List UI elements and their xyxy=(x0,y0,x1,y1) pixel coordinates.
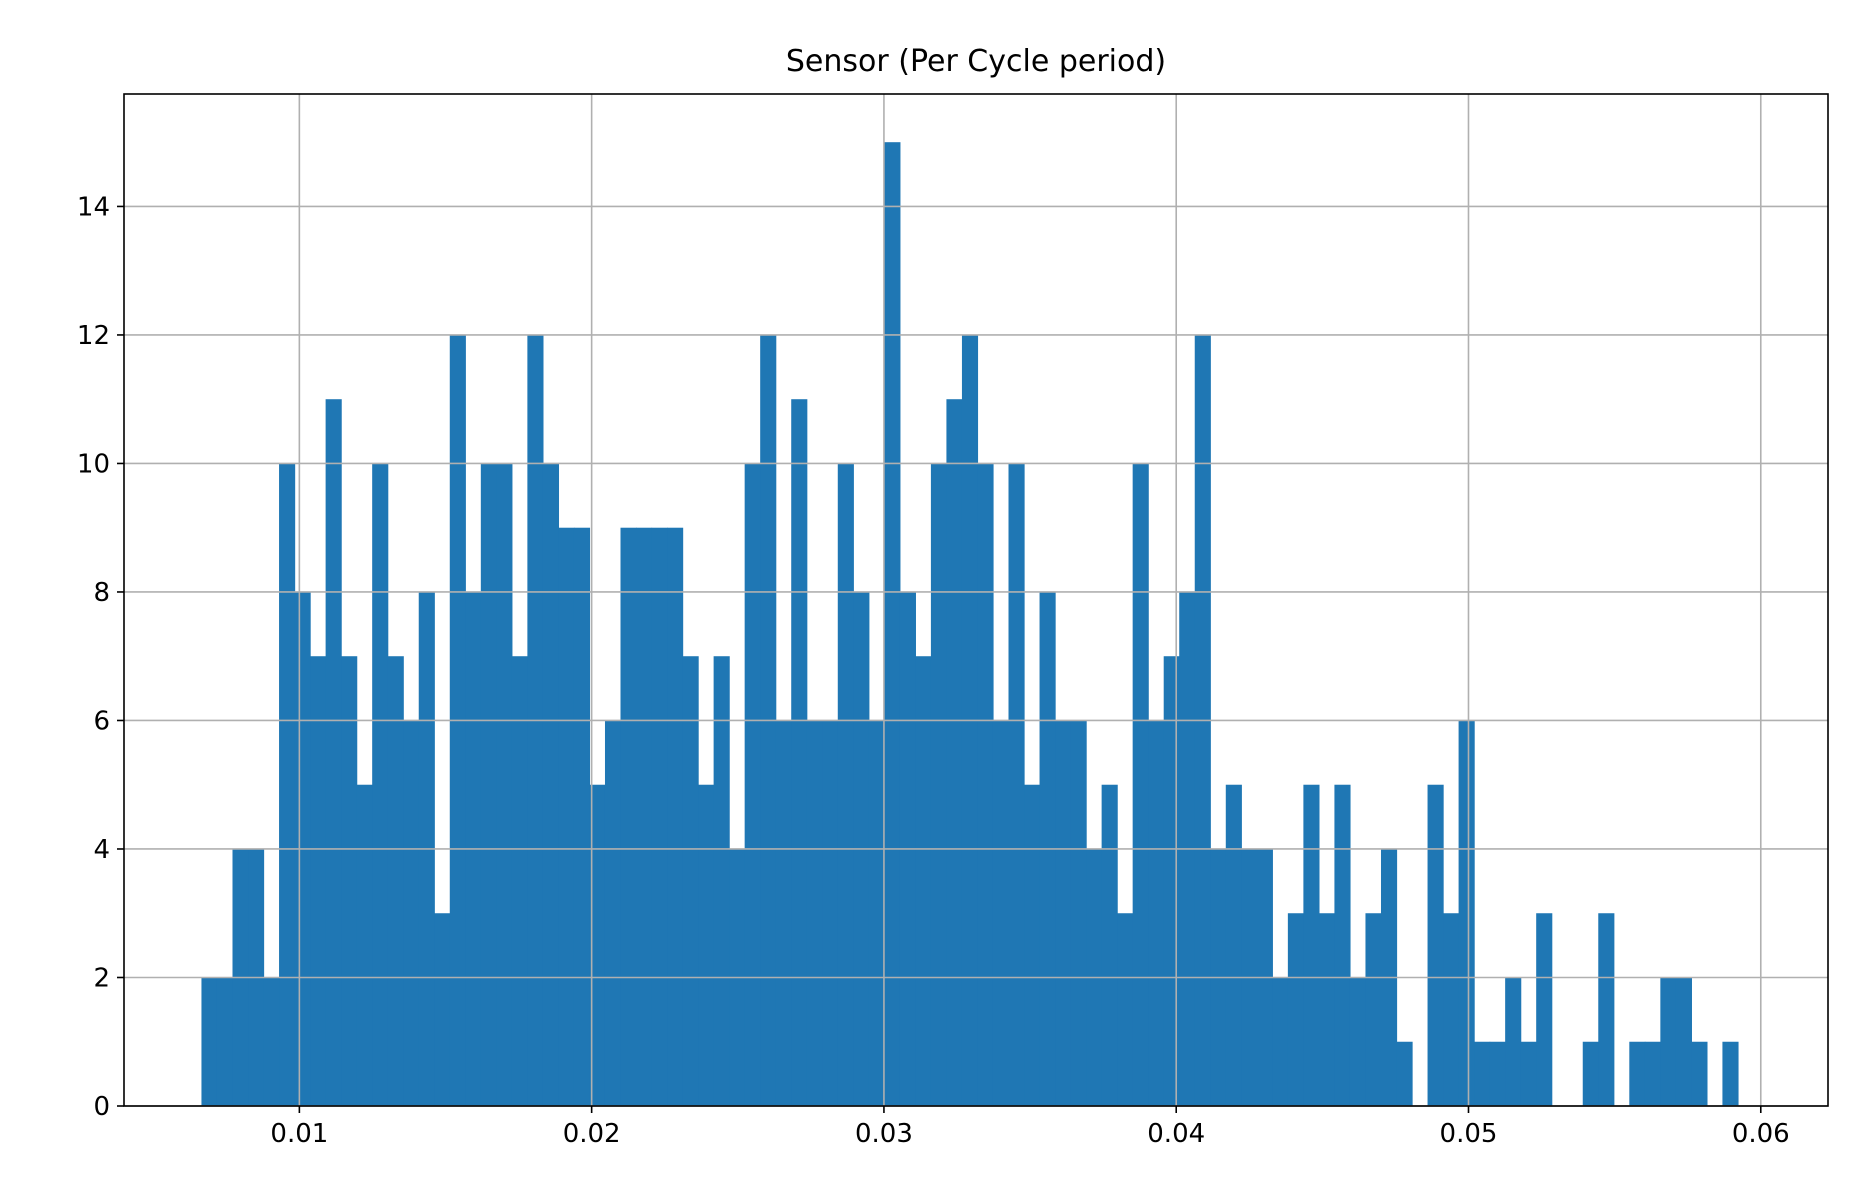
histogram-bar xyxy=(216,977,234,1106)
histogram-bar xyxy=(1427,784,1444,1106)
histogram-bar xyxy=(1629,1041,1646,1106)
histogram-bar xyxy=(1443,913,1460,1106)
histogram-bar xyxy=(279,463,296,1106)
histogram-bar xyxy=(1722,1041,1739,1106)
x-tick-label: 0.01 xyxy=(270,1119,328,1149)
histogram-bar xyxy=(1303,784,1320,1106)
histogram-bar xyxy=(310,656,327,1106)
histogram-bar xyxy=(1520,1041,1537,1106)
histogram-bar xyxy=(651,527,668,1106)
y-tick-label: 8 xyxy=(93,578,110,608)
histogram-bar xyxy=(1691,1041,1708,1106)
x-tick-label: 0.03 xyxy=(855,1119,913,1149)
histogram-bar xyxy=(201,977,218,1106)
histogram-bar xyxy=(1365,913,1382,1106)
histogram-bar xyxy=(589,784,606,1106)
histogram-bar xyxy=(667,527,684,1106)
histogram-bar xyxy=(325,399,342,1106)
histogram-bar xyxy=(1070,720,1087,1106)
y-tick-label: 12 xyxy=(77,321,110,351)
histogram-bar xyxy=(1505,977,1522,1106)
histogram-bar xyxy=(822,720,839,1106)
histogram-bar xyxy=(403,720,420,1106)
histogram-bar xyxy=(1132,463,1149,1106)
histogram-bar xyxy=(1489,1041,1506,1106)
bars-layer xyxy=(201,142,1739,1106)
histogram-bar xyxy=(263,977,280,1106)
y-tick-label: 2 xyxy=(93,963,110,993)
y-tick-label: 4 xyxy=(93,835,110,865)
histogram-bar xyxy=(1272,977,1289,1106)
plot-frame xyxy=(123,93,1829,1107)
histogram-bar xyxy=(1287,913,1304,1106)
histogram-bar xyxy=(604,720,622,1106)
histogram-bar xyxy=(1660,977,1677,1106)
histogram-bar xyxy=(542,463,560,1106)
histogram-bar xyxy=(1318,913,1336,1106)
histogram-bar xyxy=(837,463,854,1106)
x-tick-label: 0.02 xyxy=(563,1119,621,1149)
histogram-bar xyxy=(682,656,699,1106)
histogram-bar xyxy=(930,463,948,1106)
histogram-bar xyxy=(1101,784,1118,1106)
x-axis: 0.01 0.02 0.03 0.04 0.05 0.06 xyxy=(270,1106,1790,1149)
histogram-bar xyxy=(1349,977,1367,1106)
x-tick-label: 0.05 xyxy=(1440,1119,1498,1149)
histogram-bar xyxy=(558,527,575,1106)
histogram-bar xyxy=(341,656,358,1106)
histogram-bar xyxy=(1536,913,1553,1106)
histogram-bar xyxy=(1598,913,1615,1106)
histogram-bar xyxy=(868,720,885,1106)
histogram-bar xyxy=(573,527,591,1106)
x-tick-label: 0.06 xyxy=(1732,1119,1790,1149)
histogram-bar xyxy=(1055,720,1072,1106)
histogram-bar xyxy=(1024,784,1041,1106)
histogram-bar xyxy=(744,463,761,1106)
histogram-bar xyxy=(434,913,451,1106)
histogram-bar xyxy=(480,463,497,1106)
histogram-bar xyxy=(511,656,528,1106)
histogram-bar xyxy=(713,656,730,1106)
histogram-bar xyxy=(698,784,715,1106)
histogram-bar xyxy=(915,656,932,1106)
histogram-bar xyxy=(1582,1041,1599,1106)
histogram-bar xyxy=(1644,1041,1661,1106)
histogram-bar xyxy=(1474,1041,1491,1106)
histogram-bar xyxy=(387,656,404,1106)
histogram-bar xyxy=(496,463,513,1106)
y-axis: 0 2 4 6 8 10 12 14 xyxy=(77,192,124,1122)
histogram-bar xyxy=(1148,720,1165,1106)
histogram-bar xyxy=(372,463,389,1106)
histogram-bar xyxy=(806,720,823,1106)
chart-title: Sensor (Per Cycle period) xyxy=(785,44,1167,79)
histogram-bar xyxy=(977,463,994,1106)
y-tick-label: 10 xyxy=(77,449,110,479)
histogram-bar xyxy=(1334,784,1351,1106)
histogram-bar xyxy=(1675,977,1692,1106)
histogram-bar xyxy=(1163,656,1180,1106)
histogram-bar xyxy=(1396,1041,1413,1106)
histogram-bar xyxy=(1225,784,1242,1106)
histogram-bar xyxy=(356,784,373,1106)
y-tick-label: 6 xyxy=(93,706,110,736)
histogram-bar xyxy=(992,720,1010,1106)
y-tick-label: 0 xyxy=(93,1092,110,1122)
histogram-bar xyxy=(636,527,653,1106)
histogram-bar xyxy=(791,399,808,1106)
histogram-bar xyxy=(620,527,637,1106)
histogram-bar xyxy=(884,142,901,1106)
histogram-bar xyxy=(1458,720,1475,1106)
histogram-bar xyxy=(1117,913,1134,1106)
y-tick-label: 14 xyxy=(77,192,110,222)
histogram-bar xyxy=(775,720,792,1106)
x-tick-label: 0.04 xyxy=(1147,1119,1205,1149)
histogram-bar xyxy=(1008,463,1025,1106)
histogram-bar xyxy=(946,399,963,1106)
